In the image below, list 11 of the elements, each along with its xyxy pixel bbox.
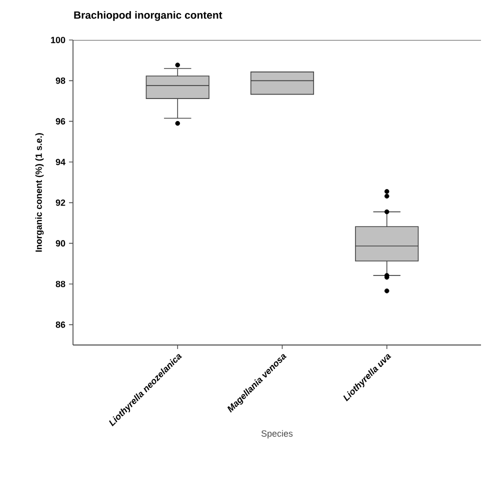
y-tick-label: 86 [56,321,66,328]
y-tick-label: 92 [56,199,66,206]
x-axis-title: Species [261,430,293,438]
y-tick-label: 88 [56,280,66,288]
y-tick-label: 96 [56,118,66,125]
y-tick-label: 98 [56,77,66,84]
y-tick-label: 94 [56,158,66,166]
y-axis-title: Inorganic conent (%) (1 s.e.) [35,133,44,252]
chart-title: Brachiopod inorganic content [74,11,222,21]
y-tick-label: 90 [56,240,66,247]
y-tick-label: 100 [51,36,66,44]
